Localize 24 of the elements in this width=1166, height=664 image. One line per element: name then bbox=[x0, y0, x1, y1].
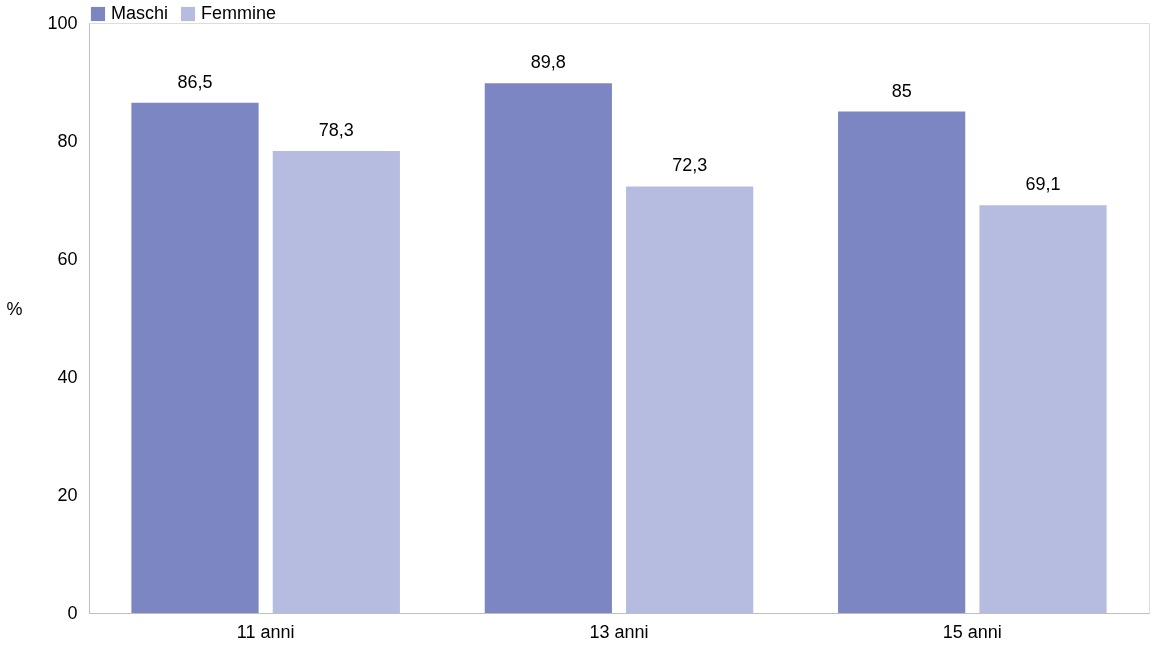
y-tick-label: 20 bbox=[57, 484, 78, 505]
data-label: 69,1 bbox=[1025, 174, 1061, 195]
x-tick-label: 11 anni bbox=[236, 621, 295, 642]
data-label: 85 bbox=[891, 80, 912, 101]
y-tick-label: 0 bbox=[67, 602, 78, 623]
y-tick-label: 60 bbox=[57, 248, 78, 269]
data-label: 72,3 bbox=[672, 155, 708, 176]
y-tick-label: 100 bbox=[47, 12, 78, 33]
bar bbox=[979, 205, 1107, 613]
bar bbox=[272, 151, 400, 613]
y-tick-label: 80 bbox=[57, 130, 78, 151]
x-tick-label: 15 anni bbox=[942, 621, 1002, 642]
data-label: 89,8 bbox=[530, 52, 566, 73]
bar bbox=[626, 186, 754, 613]
data-label: 78,3 bbox=[318, 120, 354, 141]
x-tick-label: 13 anni bbox=[589, 621, 649, 642]
y-axis-title: % bbox=[6, 298, 23, 319]
bar bbox=[131, 102, 259, 613]
legend-label: Femmine bbox=[201, 3, 277, 23]
y-tick-label: 40 bbox=[57, 366, 78, 387]
legend-label: Maschi bbox=[111, 3, 169, 23]
bar bbox=[484, 83, 612, 613]
bar bbox=[838, 111, 966, 613]
data-label: 86,5 bbox=[177, 71, 213, 92]
